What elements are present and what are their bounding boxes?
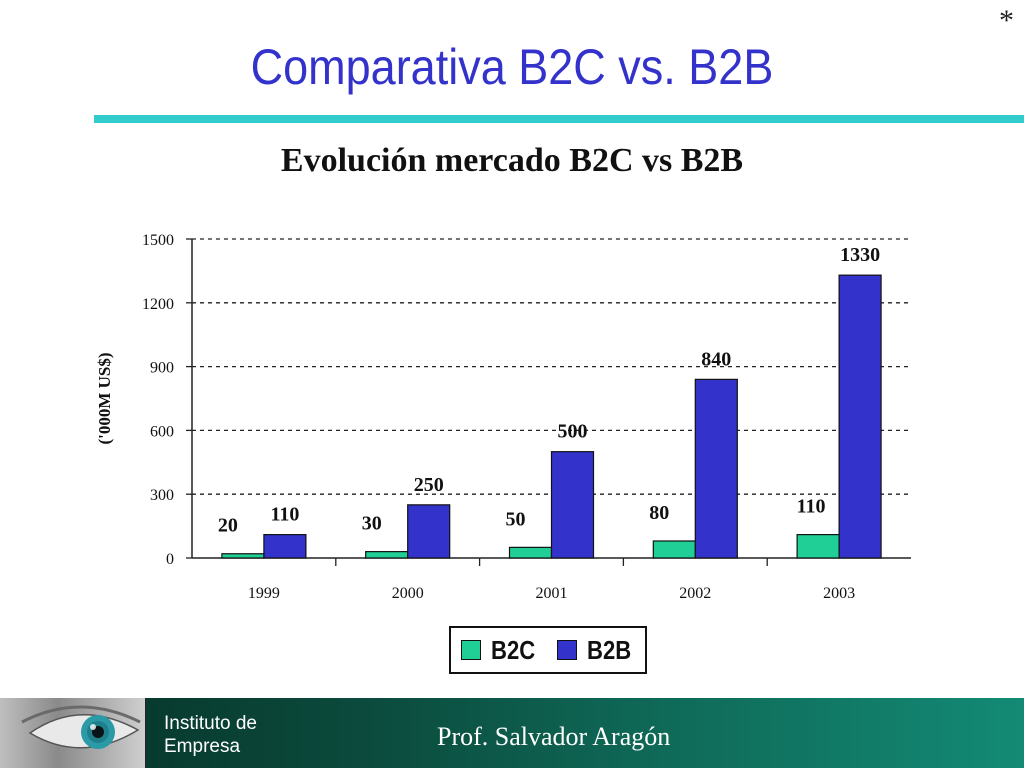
x-tick-label: 2001 xyxy=(536,585,568,602)
y-tick-label: 0 xyxy=(166,551,174,568)
footer-org-line2: Empresa xyxy=(164,736,241,757)
data-label-b2b: 500 xyxy=(558,421,588,443)
y-tick-label: 300 xyxy=(150,487,174,504)
y-axis-title: ('000M US$) xyxy=(95,352,114,444)
data-label-b2c: 80 xyxy=(649,502,669,524)
bar-b2b xyxy=(407,504,451,559)
y-tick-label: 1200 xyxy=(142,296,174,313)
data-label-b2c: 30 xyxy=(362,513,382,535)
legend-label-b2b: B2B xyxy=(587,634,632,665)
bar-b2b xyxy=(263,534,307,559)
data-label-b2b: 110 xyxy=(270,504,299,526)
y-tick-label: 600 xyxy=(150,423,174,440)
bar-b2b xyxy=(838,274,882,559)
data-label-b2c: 50 xyxy=(506,508,526,530)
bar-b2c xyxy=(652,540,696,559)
footer-organization: Instituto de Empresa xyxy=(164,712,314,758)
y-tick-label: 1500 xyxy=(142,232,174,249)
legend-item-b2c: B2C xyxy=(461,635,543,666)
data-label-b2b: 840 xyxy=(701,348,731,370)
data-label-b2c: 110 xyxy=(797,496,826,518)
legend-label-b2c: B2C xyxy=(491,634,536,665)
y-tick-label: 900 xyxy=(150,360,174,377)
bar-b2c xyxy=(221,553,265,559)
chart-legend: B2C B2B xyxy=(449,626,647,674)
legend-item-b2b: B2B xyxy=(557,635,639,666)
data-label-b2b: 250 xyxy=(414,474,444,496)
legend-swatch-b2c xyxy=(461,640,481,660)
footer-org-line1: Instituto de xyxy=(164,713,257,734)
slide-title: Comparativa B2C vs. B2B xyxy=(250,39,774,95)
legend-swatch-b2b xyxy=(557,640,578,660)
eye-icon xyxy=(21,705,141,749)
eye-logo xyxy=(0,698,146,768)
footer-author: Prof. Salvador Aragón xyxy=(437,722,671,751)
corner-asterisk: * xyxy=(999,4,1014,37)
bar-b2b xyxy=(694,378,738,559)
x-tick-label: 2003 xyxy=(823,585,855,602)
bar-b2c xyxy=(508,546,553,559)
data-label-b2b: 1330 xyxy=(840,244,880,266)
x-tick-label: 1999 xyxy=(248,585,280,602)
data-label-b2c: 20 xyxy=(218,515,238,537)
footer-bar: Instituto de Empresa Prof. Salvador Arag… xyxy=(0,698,1024,768)
bar-b2c xyxy=(365,551,409,559)
title-divider xyxy=(94,115,1024,123)
x-tick-label: 2000 xyxy=(392,585,424,602)
chart-title: Evolución mercado B2C vs B2B xyxy=(280,142,744,179)
x-tick-label: 2002 xyxy=(679,585,711,602)
bar-b2c xyxy=(796,534,840,559)
bar-b2b xyxy=(550,451,595,559)
